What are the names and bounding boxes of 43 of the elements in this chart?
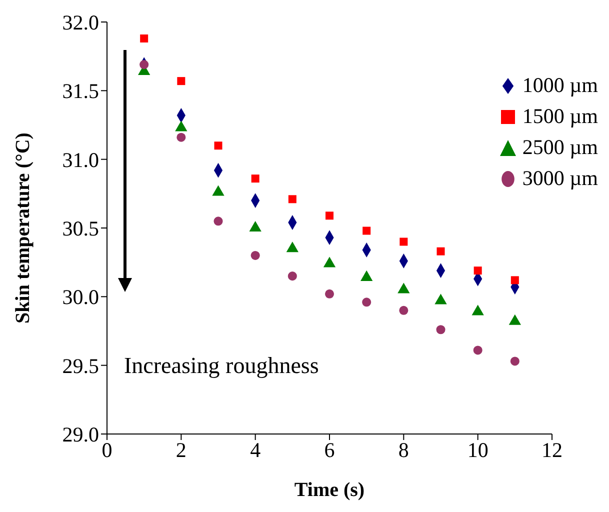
point (510, 356, 520, 366)
point (324, 289, 334, 298)
legend-label: 1000 µm (522, 73, 598, 98)
point (510, 276, 519, 284)
point (436, 247, 445, 256)
point (251, 174, 260, 183)
legend-label: 3000 µm (522, 166, 598, 191)
point (214, 142, 222, 150)
point (140, 34, 148, 42)
x-tick-label: 0 (102, 438, 112, 462)
point (399, 306, 408, 315)
point (473, 346, 482, 355)
point (177, 77, 186, 86)
legend-label: 1500 µm (522, 104, 598, 129)
x-tick-label: 2 (176, 438, 186, 462)
y-axis-title: Skin temperature (°C) (12, 132, 34, 324)
point (436, 325, 446, 334)
point (288, 272, 297, 281)
x-tick-label: 12 (542, 438, 562, 462)
point (362, 226, 371, 235)
x-tick-label: 10 (467, 438, 488, 462)
x-tick-label: 4 (250, 438, 262, 462)
y-tick-label: 29.5 (62, 354, 99, 378)
point (250, 250, 260, 260)
x-axis-title: Time (s) (294, 479, 365, 502)
point (140, 60, 149, 70)
point (288, 195, 296, 204)
point (400, 238, 408, 246)
y-tick-label: 30.0 (62, 285, 99, 310)
y-tick-label: 30.5 (62, 216, 99, 240)
x-tick-label: 8 (398, 438, 409, 462)
y-tick-label: 31.5 (62, 79, 99, 104)
point (176, 132, 186, 142)
legend-label: 2500 µm (522, 135, 598, 160)
point (362, 298, 372, 307)
y-tick-label: 32.0 (62, 10, 99, 34)
y-tick-label: 31.0 (62, 148, 99, 172)
y-tick-label: 29.0 (62, 422, 99, 446)
annotation: Increasing roughness (124, 353, 319, 379)
point (474, 266, 482, 275)
point (214, 216, 223, 226)
point (326, 212, 334, 220)
x-tick-label: 6 (324, 438, 335, 462)
